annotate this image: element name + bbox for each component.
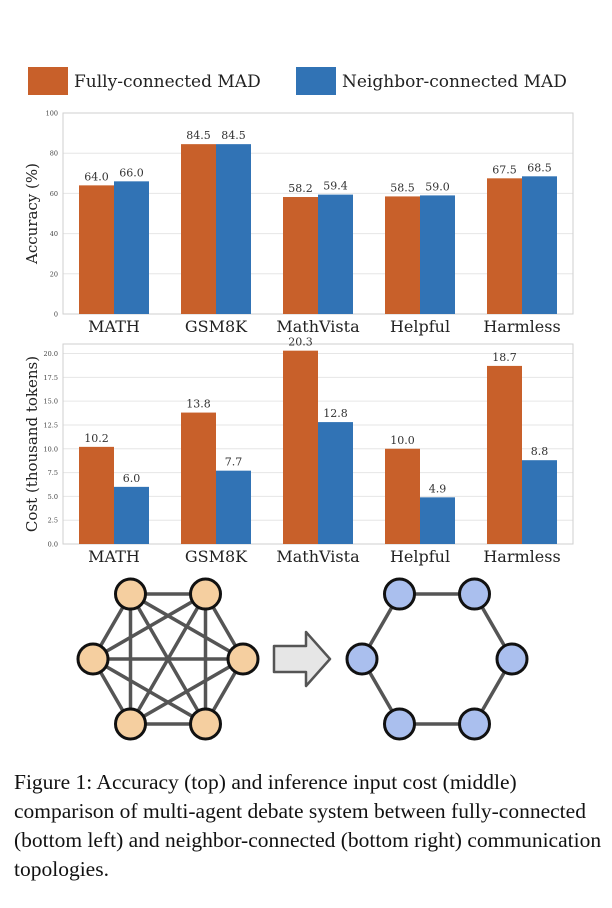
cost-data-label: 12.8 xyxy=(323,407,348,420)
accuracy-chart: 0 20 40 60 80 100 Accuracy (%) 64.0 66.0 MATH 84.5… xyxy=(23,110,574,336)
cost-ytick-label: 5.0 xyxy=(48,493,58,501)
cost-bar-mathvista-s2 xyxy=(318,422,353,544)
cost-bar-harmless-s2 xyxy=(522,460,557,544)
accuracy-ytick-label: 40 xyxy=(50,230,58,238)
accuracy-data-label: 59.4 xyxy=(323,180,348,193)
legend: Fully-connected MAD Neighbor-connected MA… xyxy=(28,67,567,95)
neighbor-connected-agent-node xyxy=(383,707,416,741)
fully-connected-edge xyxy=(91,592,208,661)
cost-data-label: 13.8 xyxy=(186,398,211,411)
accuracy-bar-math-s1 xyxy=(79,185,114,314)
accuracy-bar-math-s2 xyxy=(114,181,149,314)
accuracy-bar-mathvista-s2 xyxy=(318,194,353,314)
accuracy-ytick-label: 0 xyxy=(54,311,58,319)
cost-ytick-label: 2.5 xyxy=(48,517,58,525)
cost-y-axis-label: Cost (thousand tokens) xyxy=(23,356,41,532)
cost-bar-gsm8k-s2 xyxy=(216,470,251,544)
fully-connected-agent-node xyxy=(189,707,222,741)
neighbor-connected-topology xyxy=(345,577,529,741)
fully-connected-agent-node xyxy=(114,707,147,741)
cost-category-label: MATH xyxy=(88,547,140,566)
accuracy-category-label: Harmless xyxy=(483,317,560,336)
cost-ytick-label: 17.5 xyxy=(44,374,58,382)
cost-data-label: 10.2 xyxy=(84,432,109,445)
neighbor-connected-agent-node xyxy=(383,577,416,611)
cost-bar-helpful-s2 xyxy=(420,497,455,544)
cost-data-label: 8.8 xyxy=(531,445,549,458)
arrow-icon xyxy=(272,630,332,688)
cost-category-label: GSM8K xyxy=(185,547,248,566)
accuracy-data-label: 64.0 xyxy=(84,170,109,183)
cost-data-label: 10.0 xyxy=(390,434,415,447)
accuracy-y-axis-label: Accuracy (%) xyxy=(23,163,41,265)
fully-connected-agent-node xyxy=(226,642,260,676)
accuracy-data-label: 84.5 xyxy=(221,129,246,142)
neighbor-connected-agent-node xyxy=(458,577,491,611)
cost-ytick-label: 15.0 xyxy=(44,398,58,406)
fully-connected-topology xyxy=(76,577,260,741)
accuracy-data-label: 68.5 xyxy=(527,161,552,174)
accuracy-data-label: 66.0 xyxy=(119,166,144,179)
cost-bar-math-s1 xyxy=(79,446,114,544)
accuracy-bar-gsm8k-s2 xyxy=(216,144,251,314)
cost-bar-harmless-s1 xyxy=(487,365,522,544)
accuracy-category-label: MATH xyxy=(88,317,140,336)
cost-ytick-label: 20.0 xyxy=(44,350,58,358)
cost-category-label: MathVista xyxy=(276,547,360,566)
cost-data-label: 18.7 xyxy=(492,351,517,364)
fully-connected-edge xyxy=(128,657,245,726)
accuracy-category-label: Helpful xyxy=(390,317,450,336)
accuracy-bar-helpful-s1 xyxy=(385,196,420,314)
accuracy-ytick-label: 60 xyxy=(50,190,58,198)
cost-data-label: 7.7 xyxy=(225,456,243,469)
accuracy-bar-mathvista-s1 xyxy=(283,197,318,314)
fully-connected-agent-node xyxy=(76,642,110,676)
fully-connected-agent-node xyxy=(114,577,147,611)
legend-swatch-1 xyxy=(28,67,68,95)
accuracy-data-label: 58.2 xyxy=(288,182,313,195)
accuracy-bar-harmless-s2 xyxy=(522,176,557,314)
accuracy-ytick-label: 80 xyxy=(50,150,58,158)
accuracy-ytick-label: 100 xyxy=(46,110,58,118)
legend-label-1: Fully-connected MAD xyxy=(74,72,261,92)
cost-ytick-label: 0.0 xyxy=(48,541,58,549)
accuracy-data-label: 58.5 xyxy=(390,181,415,194)
accuracy-bar-gsm8k-s1 xyxy=(181,144,216,314)
cost-bar-math-s2 xyxy=(114,486,149,544)
cost-category-label: Helpful xyxy=(390,547,450,566)
legend-label-2: Neighbor-connected MAD xyxy=(342,72,567,92)
cost-data-label: 20.3 xyxy=(288,336,313,349)
cost-ytick-label: 12.5 xyxy=(44,421,58,429)
cost-data-label: 4.9 xyxy=(429,482,447,495)
neighbor-connected-agent-node xyxy=(458,707,491,741)
legend-swatch-2 xyxy=(296,67,336,95)
fully-connected-agent-node xyxy=(189,577,222,611)
accuracy-bar-helpful-s2 xyxy=(420,195,455,314)
neighbor-connected-agent-node xyxy=(495,642,529,676)
accuracy-category-label: MathVista xyxy=(276,317,360,336)
cost-bar-gsm8k-s1 xyxy=(181,412,216,544)
accuracy-data-label: 67.5 xyxy=(492,163,517,176)
accuracy-ytick-label: 20 xyxy=(50,270,58,278)
cost-ytick-label: 10.0 xyxy=(44,445,58,453)
accuracy-bar-harmless-s1 xyxy=(487,178,522,314)
fully-connected-edge xyxy=(91,657,208,726)
accuracy-data-label: 84.5 xyxy=(186,129,211,142)
cost-data-label: 6.0 xyxy=(123,472,141,485)
cost-category-label: Harmless xyxy=(483,547,560,566)
figure-caption: Figure 1: Accuracy (top) and inference i… xyxy=(14,770,602,881)
cost-ytick-label: 7.5 xyxy=(48,469,58,477)
accuracy-data-label: 59.0 xyxy=(425,180,450,193)
cost-bar-mathvista-s1 xyxy=(283,350,318,544)
cost-bar-helpful-s1 xyxy=(385,448,420,544)
transition-arrow xyxy=(272,630,332,688)
accuracy-category-label: GSM8K xyxy=(185,317,248,336)
neighbor-connected-agent-node xyxy=(345,642,379,676)
